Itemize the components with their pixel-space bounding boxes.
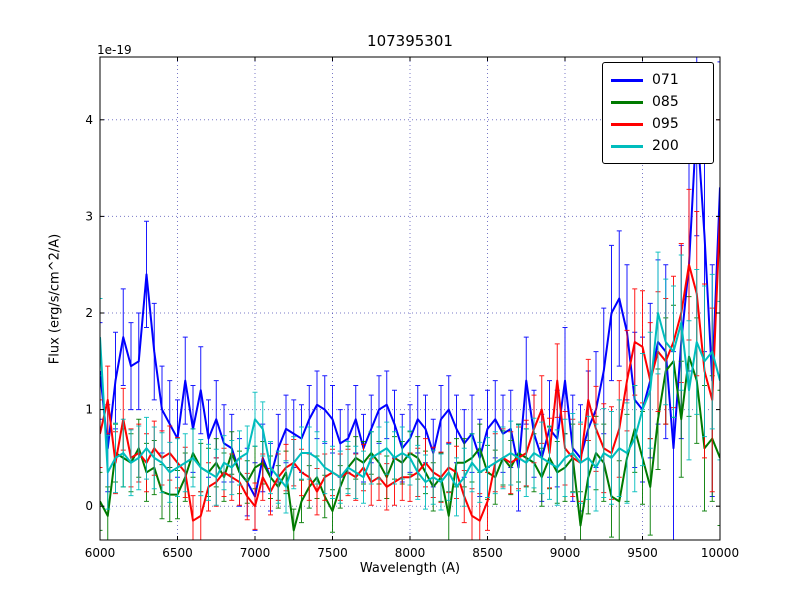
legend: 071 085 095 200 — [602, 62, 714, 164]
legend-label: 095 — [652, 116, 679, 132]
x-axis-label: Wavelength (A) — [359, 561, 461, 576]
x-tick-label: 8000 — [395, 546, 426, 560]
legend-label: 071 — [652, 72, 679, 88]
legend-entry-085: 085 — [603, 91, 713, 113]
y-tick-label: 4 — [85, 113, 93, 127]
legend-label: 200 — [652, 138, 679, 154]
legend-line-sample — [611, 122, 643, 126]
x-tick-label: 6000 — [85, 546, 116, 560]
x-tick-label: 9000 — [550, 546, 581, 560]
x-tick-label: 9500 — [627, 546, 658, 560]
y-tick-label: 3 — [85, 209, 93, 223]
y-axis-offset-label: 1e-19 — [97, 43, 132, 57]
y-tick-label: 1 — [85, 403, 93, 417]
legend-entry-200: 200 — [603, 135, 713, 157]
legend-line-sample — [611, 78, 643, 82]
legend-line-sample — [611, 144, 643, 148]
x-tick-label: 7500 — [317, 546, 348, 560]
x-tick-label: 10000 — [701, 546, 739, 560]
y-axis-label: Flux (erg/s/cm^2/A) — [47, 233, 63, 365]
chart-title: 107395301 — [367, 32, 453, 50]
x-tick-label: 8500 — [472, 546, 503, 560]
series-line-200 — [100, 311, 720, 488]
legend-entry-071: 071 — [603, 69, 713, 91]
legend-entry-095: 095 — [603, 113, 713, 135]
x-tick-label: 6500 — [162, 546, 193, 560]
y-tick-label: 2 — [85, 306, 93, 320]
x-tick-label: 7000 — [240, 546, 271, 560]
y-tick-label: 0 — [85, 499, 93, 513]
legend-line-sample — [611, 100, 643, 104]
legend-label: 085 — [652, 94, 679, 110]
error-bars-200 — [100, 251, 720, 517]
